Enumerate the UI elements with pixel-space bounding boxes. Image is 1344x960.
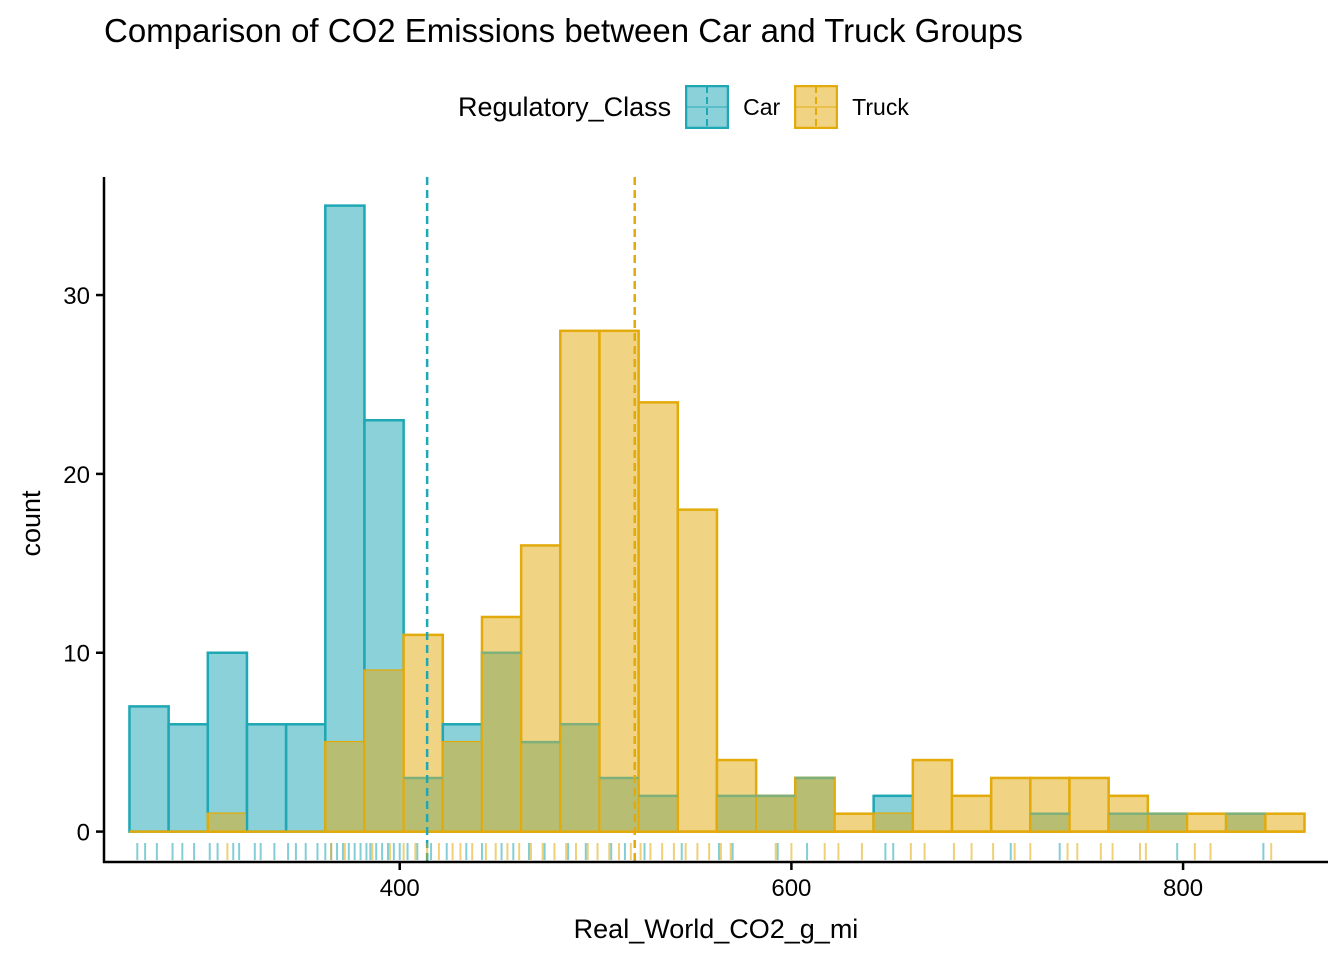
overlap-bar xyxy=(365,670,403,832)
legend-item-car: Car xyxy=(685,85,780,129)
legend-item-truck: Truck xyxy=(794,85,909,129)
car-bar xyxy=(167,723,210,833)
car-bar xyxy=(245,723,288,833)
overlap-bar xyxy=(796,777,834,832)
overlap-bar xyxy=(1149,813,1186,832)
truck-bar xyxy=(1068,776,1110,833)
chart-title: Comparison of CO2 Emissions between Car … xyxy=(104,12,1023,49)
overlap-bar xyxy=(718,795,755,832)
y-tick-label: 0 xyxy=(77,820,90,847)
y-tick-label: 10 xyxy=(63,641,90,668)
bars-layer xyxy=(128,204,1306,833)
axes-layer: 0 10 20 30 400 600 800 xyxy=(63,177,1328,902)
y-axis-title: count xyxy=(16,490,46,557)
truck-bar xyxy=(1264,812,1306,833)
legend: Regulatory_Class Car Truck xyxy=(458,82,923,132)
x-tick-label: 400 xyxy=(380,875,420,902)
overlap-bar xyxy=(326,742,364,832)
truck-bar xyxy=(676,508,719,833)
car-bar xyxy=(324,204,366,833)
mean-lines-layer xyxy=(425,177,636,862)
overlap-bar xyxy=(639,795,677,832)
truck-bar xyxy=(950,794,993,833)
legend-key-car-icon xyxy=(685,85,730,129)
truck-bar xyxy=(598,329,640,833)
overlap-layer xyxy=(129,651,1305,833)
overlap-bar xyxy=(522,742,560,832)
overlap-bar xyxy=(208,813,246,832)
car-bar xyxy=(284,723,327,833)
truck-bar xyxy=(989,776,1032,833)
overlap-bar xyxy=(1109,813,1147,832)
legend-title: Regulatory_Class xyxy=(458,91,672,122)
x-axis-title: Real_World_CO2_g_mi xyxy=(574,914,859,944)
overlap-bar xyxy=(757,795,795,832)
truck-bar xyxy=(833,812,875,833)
legend-label-truck: Truck xyxy=(852,93,909,120)
overlap-bar xyxy=(404,777,442,832)
overlap-bar xyxy=(444,742,481,832)
overlap-bar xyxy=(1227,813,1265,832)
x-tick-label: 800 xyxy=(1163,875,1203,902)
overlap-bar xyxy=(874,813,912,832)
y-tick-label: 20 xyxy=(63,462,90,489)
x-tick-label: 600 xyxy=(771,875,811,902)
legend-key-truck-icon xyxy=(794,85,839,129)
overlap-bar xyxy=(561,724,599,832)
car-bar xyxy=(206,651,249,833)
rug-layer xyxy=(136,843,1273,860)
overlap-bar xyxy=(483,652,520,832)
car-bar xyxy=(128,705,170,833)
y-tick-label: 30 xyxy=(63,283,90,310)
overlap-bar xyxy=(1031,813,1069,832)
truck-bar xyxy=(1185,812,1228,833)
overlap-bar xyxy=(600,777,638,832)
truck-bar xyxy=(637,401,680,833)
truck-bar xyxy=(911,758,954,833)
legend-label-car: Car xyxy=(743,93,781,120)
